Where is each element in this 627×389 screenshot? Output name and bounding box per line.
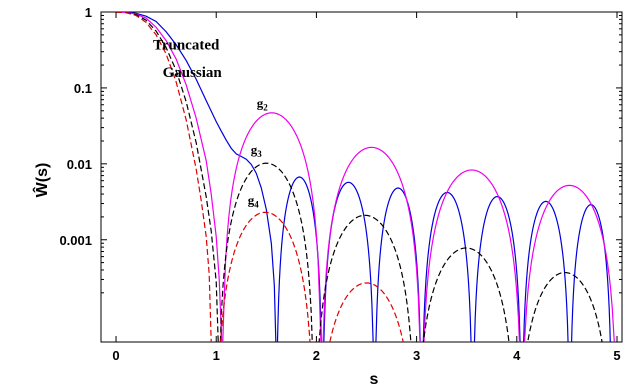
annotation-layer: Truncated Gaussian g2 g3 g4	[153, 38, 268, 210]
side-lobe	[523, 184, 615, 342]
side-lobe	[219, 162, 313, 342]
main-lobe	[116, 12, 223, 342]
y-tick-label: 0.001	[59, 233, 92, 248]
x-tick-label: 5	[613, 348, 620, 363]
annotation: Gaussian	[163, 65, 223, 81]
plot-frame	[100, 11, 623, 343]
y-axis-label: Ŵ(s)	[32, 163, 51, 198]
side-lobe	[523, 200, 569, 342]
series-line-4	[115, 12, 404, 342]
side-lobe	[422, 191, 472, 342]
side-lobe	[323, 181, 374, 342]
annotation: g4	[248, 193, 259, 210]
side-lobe	[571, 204, 611, 342]
series-layer	[115, 12, 615, 342]
side-lobe	[473, 196, 521, 342]
main-lobe	[116, 12, 277, 342]
annotation: Truncated	[153, 38, 220, 54]
side-lobe	[422, 247, 510, 342]
y-tick-label: 1	[85, 5, 92, 20]
x-tick-label: 3	[413, 348, 420, 363]
side-lobe	[222, 112, 322, 342]
main-lobe	[115, 12, 212, 342]
side-lobe	[423, 169, 521, 342]
side-lobe	[220, 211, 311, 342]
x-tick-label: 4	[513, 348, 521, 363]
series-line-2	[116, 12, 615, 342]
axis-layer: 0 1 2 3 4 5 1 0.1 0.01 0.001	[59, 5, 622, 363]
side-lobe	[527, 271, 603, 342]
y-tick-label: 0.1	[74, 81, 92, 96]
x-tick-label: 0	[112, 348, 119, 363]
side-lobe	[276, 176, 322, 342]
y-tick-label: 0.01	[67, 157, 92, 172]
x-axis-label: s	[370, 371, 379, 388]
annotation: g3	[251, 142, 263, 159]
side-lobe	[322, 146, 421, 342]
x-tick-label: 2	[313, 348, 320, 363]
main-lobe	[116, 12, 219, 342]
side-lobe	[318, 214, 412, 342]
annotation: g2	[257, 96, 269, 113]
side-lobe	[375, 187, 421, 342]
x-tick-label: 1	[213, 348, 220, 363]
series-line-3	[116, 12, 603, 342]
side-lobe	[329, 282, 404, 342]
